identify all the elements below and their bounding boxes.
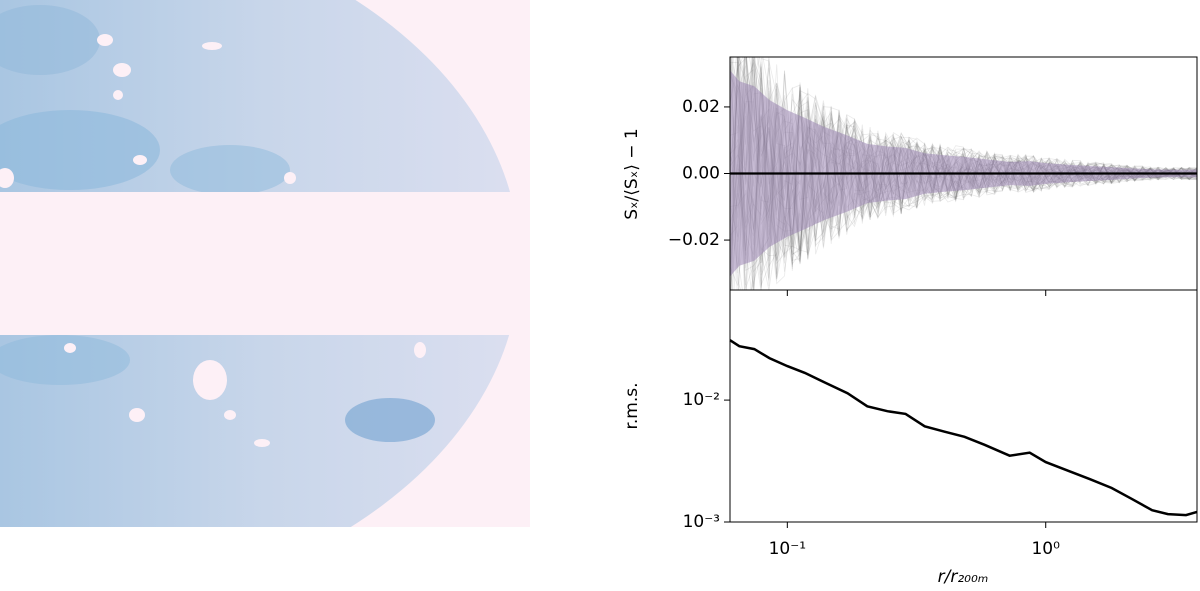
y-tick-label: 10⁻² [683,390,720,410]
y-axis-label: r.m.s. [622,382,642,429]
y-tick-label: 0.00 [682,164,720,184]
y-tick-label: −0.02 [668,230,720,250]
rms-line [729,339,1198,517]
y-tick-label: 10⁻³ [683,512,720,532]
x-tick-label: 10⁰ [1031,539,1060,559]
noise-line [730,57,1197,278]
y-tick-label: 0.02 [682,97,720,117]
y-axis-label: Sₓ/⟨Sₓ⟩ − 1 [622,128,642,220]
axes-frame [729,289,1198,523]
noise-line [733,87,1197,290]
x-tick-label: 10⁻¹ [769,539,806,559]
x-axis-label: r/r₂₀₀ₘ [938,567,989,587]
sky-map [0,0,530,527]
